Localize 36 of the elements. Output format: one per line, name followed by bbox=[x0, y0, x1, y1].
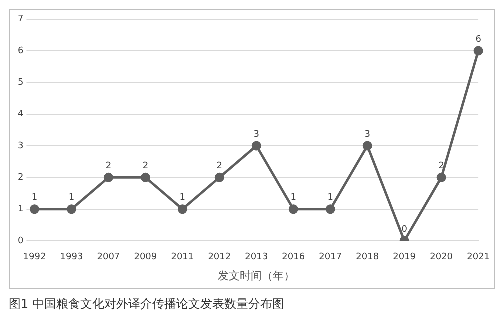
data-label: 1 bbox=[32, 193, 38, 204]
x-tick-label: 2012 bbox=[208, 252, 232, 263]
data-label: 2 bbox=[216, 162, 223, 172]
x-tick-label: 2020 bbox=[430, 252, 454, 263]
y-tick-label: 4 bbox=[18, 110, 24, 120]
x-tick-label: 2018 bbox=[356, 252, 380, 263]
x-tick-label: 1993 bbox=[60, 252, 84, 263]
data-label: 1 bbox=[68, 193, 75, 204]
data-label: 2 bbox=[106, 162, 112, 172]
data-label: 6 bbox=[476, 34, 482, 45]
data-label: 1 bbox=[180, 193, 186, 204]
data-label: 2 bbox=[142, 162, 149, 172]
data-label: 1 bbox=[328, 193, 334, 204]
x-tick-label: 2009 bbox=[134, 252, 158, 263]
data-label: 0 bbox=[402, 224, 408, 235]
x-tick-label: 2019 bbox=[393, 252, 416, 263]
y-tick-label: 7 bbox=[18, 14, 24, 25]
x-tick-label: 2021 bbox=[467, 252, 490, 263]
x-tick-label: 2013 bbox=[245, 252, 268, 263]
x-tick-label: 1992 bbox=[23, 252, 46, 263]
x-tick-label: 2016 bbox=[282, 252, 306, 263]
data-label: 2 bbox=[438, 162, 444, 172]
y-tick-label: 1 bbox=[18, 204, 24, 215]
data-label: 3 bbox=[254, 130, 260, 140]
y-tick-label: 3 bbox=[18, 141, 24, 152]
x-tick-label: 2011 bbox=[171, 252, 194, 263]
x-axis-title: 发文时间（年） bbox=[218, 269, 296, 282]
x-tick-label: 2007 bbox=[97, 252, 120, 263]
y-tick-label: 5 bbox=[18, 78, 24, 88]
x-tick-label: 2017 bbox=[319, 252, 342, 263]
y-tick-label: 2 bbox=[18, 173, 24, 184]
data-label: 3 bbox=[364, 130, 370, 140]
data-label: 1 bbox=[290, 193, 296, 204]
y-tick-label: 0 bbox=[18, 236, 24, 246]
caption: 图1 中国粮食文化对外译介传播论文发表数量分布图 bbox=[9, 296, 284, 313]
y-tick-label: 6 bbox=[18, 46, 24, 56]
